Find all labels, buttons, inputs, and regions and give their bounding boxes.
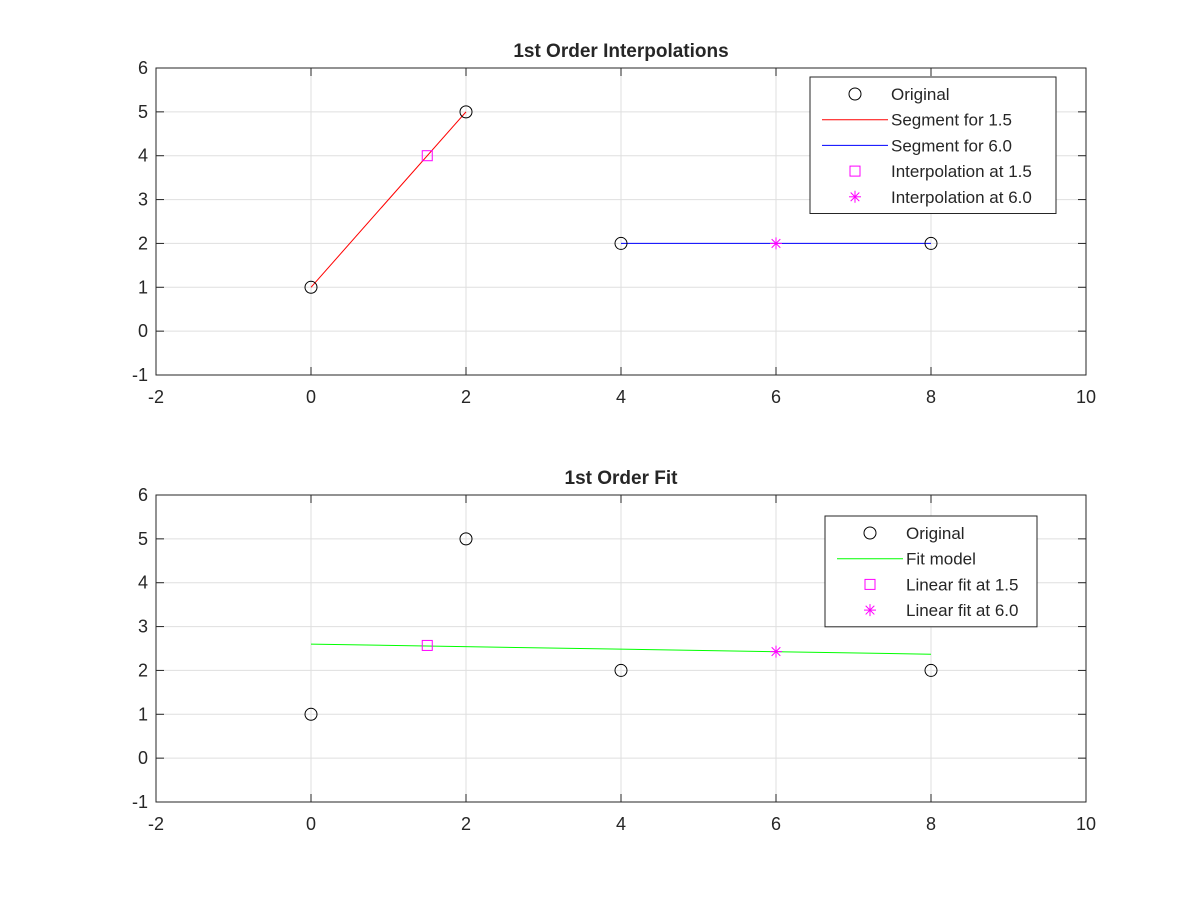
legend-entry: Interpolation at 6.0 [849, 188, 1032, 207]
data-point [924, 236, 938, 250]
x-tick-label: 4 [616, 814, 626, 834]
x-tick-label: 4 [616, 387, 626, 407]
y-tick-label: 4 [138, 146, 148, 166]
y-tick-label: 4 [138, 573, 148, 593]
axes-box [155, 67, 1087, 376]
data-point [614, 663, 628, 677]
data-point [770, 645, 782, 658]
legend-label: Fit model [906, 550, 976, 569]
legend-entry: Original [863, 524, 965, 543]
legend-marker-sample [863, 526, 877, 540]
y-tick-label: 1 [138, 704, 148, 724]
legend-entry: Original [848, 85, 950, 104]
x-tick-label: -2 [148, 814, 164, 834]
data-point [304, 707, 318, 721]
legend: Original Fit model Linear fit at 1.5 Linear… [824, 515, 1038, 628]
y-tick-label: 0 [138, 321, 148, 341]
legend-entry: Segment for 6.0 [822, 136, 1012, 155]
legend-marker-sample [849, 165, 861, 177]
x-tick-label: 10 [1076, 387, 1096, 407]
x-tick-label: 0 [306, 814, 316, 834]
y-tick-label: -1 [132, 365, 148, 385]
data-point [421, 150, 433, 162]
x-tick-label: 2 [461, 387, 471, 407]
asterisk-stroke [771, 646, 781, 657]
y-tick-label: 6 [138, 58, 148, 78]
data-point [421, 639, 433, 651]
asterisk-stroke [865, 605, 875, 615]
y-tick-label: 3 [138, 617, 148, 637]
legend-entry: Interpolation at 1.5 [849, 162, 1032, 181]
legend-box [824, 515, 1038, 628]
plot-title: 1st Order Interpolations [513, 41, 728, 62]
x-tick-label: 2 [461, 814, 471, 834]
plot-fit: 1st Order Fit -2 0 2 4 6 8 10 -1 0 1 2 3 4 5 6 Original… [132, 468, 1096, 834]
x-tick-label: 10 [1076, 814, 1096, 834]
plot-title: 1st Order Fit [565, 468, 679, 489]
x-tick-label: 0 [306, 387, 316, 407]
legend-entry: Linear fit at 1.5 [864, 575, 1018, 594]
y-tick-label: 5 [138, 529, 148, 549]
y-tick-label: 2 [138, 233, 148, 253]
legend-label: Interpolation at 6.0 [891, 188, 1032, 207]
legend-label: Interpolation at 1.5 [891, 162, 1032, 181]
x-tick-label: -2 [148, 387, 164, 407]
y-tick-label: 2 [138, 660, 148, 680]
legend-entry: Fit model [837, 550, 976, 569]
axes-box [155, 494, 1087, 803]
legend-label: Original [891, 85, 950, 104]
legend-entry: Linear fit at 6.0 [864, 601, 1018, 620]
x-tick-label: 8 [926, 387, 936, 407]
legend-label: Linear fit at 6.0 [906, 601, 1018, 620]
legend-label: Segment for 1.5 [891, 111, 1012, 130]
data-point [924, 663, 938, 677]
y-tick-label: 0 [138, 748, 148, 768]
data-point [304, 280, 318, 294]
asterisk-stroke [771, 238, 781, 249]
x-tick-label: 8 [926, 814, 936, 834]
legend-label: Segment for 6.0 [891, 136, 1012, 155]
y-tick-label: 3 [138, 190, 148, 210]
data-point [614, 236, 628, 250]
y-tick-label: 5 [138, 102, 148, 122]
data-point [770, 237, 782, 250]
plot-interpolations: 1st Order Interpolations -2 0 2 4 6 8 10 -1 0 1 2 3… [132, 41, 1096, 407]
legend-marker-sample [864, 578, 876, 590]
x-tick-label: 6 [771, 387, 781, 407]
legend-marker-sample [848, 87, 862, 101]
series-line-1 [310, 643, 932, 655]
legend-marker-sample [849, 190, 861, 203]
y-tick-label: -1 [132, 792, 148, 812]
y-tick-label: 6 [138, 485, 148, 505]
data-point [459, 105, 473, 119]
x-tick-label: 6 [771, 814, 781, 834]
data-point [459, 532, 473, 546]
series-line-1 [310, 111, 467, 288]
y-tick-label: 1 [138, 277, 148, 297]
legend: Original Segment for 1.5 Segment for 6.0 In… [809, 76, 1057, 214]
legend-label: Original [906, 524, 965, 543]
asterisk-stroke [850, 192, 860, 202]
legend-label: Linear fit at 1.5 [906, 575, 1018, 594]
legend-marker-sample [864, 604, 876, 617]
legend-entry: Segment for 1.5 [822, 111, 1012, 130]
